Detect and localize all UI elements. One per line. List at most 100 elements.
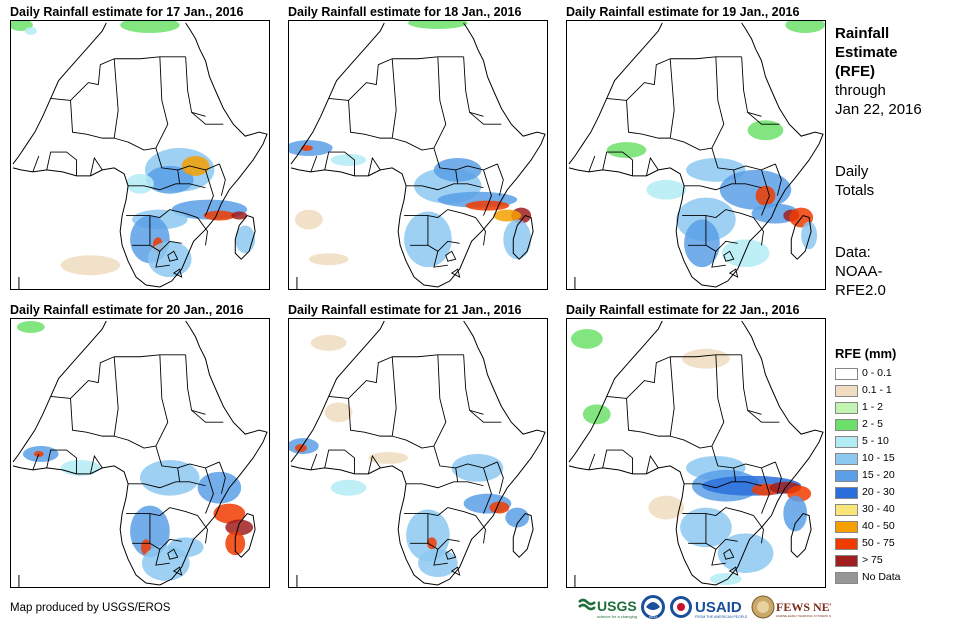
legend-label: 0 - 0.1	[862, 367, 892, 379]
country-border	[89, 156, 103, 176]
country-border	[774, 461, 782, 494]
rainfall-map	[10, 318, 270, 588]
country-border	[753, 217, 764, 246]
country-border	[433, 549, 448, 566]
legend-item: 0 - 0.1	[835, 366, 955, 382]
rainfall-area	[324, 402, 353, 423]
africa-map-svg	[11, 21, 268, 289]
rainfall-area	[493, 209, 522, 222]
usaid-logo: USAID FROM THE AMERICAN PEOPLE	[670, 596, 748, 619]
country-border	[328, 356, 393, 399]
rainfall-area	[330, 154, 367, 166]
country-border	[367, 156, 381, 176]
legend-swatch	[835, 572, 858, 584]
country-border	[433, 147, 498, 171]
legend-label: 0.1 - 1	[862, 384, 892, 396]
country-border	[463, 354, 484, 415]
country-border	[185, 354, 206, 415]
country-border	[475, 217, 486, 246]
legend-swatch	[835, 453, 858, 465]
legend-swatch	[835, 487, 858, 499]
madagascar-outline	[790, 214, 812, 260]
country-border	[733, 467, 737, 482]
rainfall-area	[646, 179, 687, 200]
sidebar-line: through	[835, 82, 886, 99]
panel-title: Daily Rainfall estimate for 18 Jan., 201…	[288, 5, 522, 19]
rainfall-area	[682, 348, 730, 369]
country-border	[645, 454, 659, 474]
rainfall-layer	[289, 334, 530, 578]
legend-item: 5 - 10	[835, 434, 955, 450]
country-border	[205, 467, 214, 514]
country-border	[711, 549, 726, 566]
country-border	[310, 453, 318, 471]
legend-swatch	[835, 368, 858, 380]
country-border	[483, 169, 492, 216]
madagascar-outline	[234, 214, 256, 260]
country-border	[445, 250, 457, 262]
country-border	[155, 251, 170, 268]
country-border	[218, 163, 226, 196]
country-border	[391, 58, 397, 139]
country-border	[32, 155, 40, 173]
country-border	[205, 169, 214, 216]
country-border	[167, 548, 179, 560]
country-border	[670, 435, 712, 449]
country-border	[445, 548, 457, 560]
map-panel-18jan: Daily Rainfall estimate for 18 Jan., 201…	[288, 4, 548, 290]
country-border	[324, 449, 355, 474]
country-border	[392, 354, 464, 358]
fews-net-logo: FEWS NET FAMINE EARLY WARNING SYSTEMS NE…	[751, 595, 831, 619]
sidebar-data-source: Data: NOAA- RFE2.0	[835, 243, 886, 300]
sidebar-line: Estimate	[835, 44, 898, 61]
logo-bar: USGS science for a changing world NOAA U…	[577, 594, 832, 620]
usaid-logo-text: USAID	[695, 599, 742, 616]
country-border	[155, 147, 220, 171]
country-border	[626, 398, 671, 437]
country-border	[70, 100, 115, 139]
rainfall-area	[24, 26, 37, 35]
rainfall-area	[721, 239, 770, 268]
usgs-logo-text: USGS	[597, 598, 637, 614]
country-border	[406, 481, 484, 489]
panel-title: Daily Rainfall estimate for 21 Jan., 201…	[288, 303, 522, 317]
country-border	[155, 549, 170, 566]
country-border	[684, 183, 762, 191]
rainfall-map	[288, 20, 548, 290]
country-border	[684, 481, 762, 489]
rainfall-area	[709, 573, 742, 585]
rainfall-area	[147, 241, 192, 278]
country-border	[197, 217, 208, 246]
rainfall-layer	[11, 21, 256, 278]
rainfall-area	[213, 503, 246, 524]
footer-credit: Map produced by USGS/EROS	[10, 602, 171, 614]
map-panel-21jan: Daily Rainfall estimate for 21 Jan., 201…	[288, 302, 548, 588]
country-border	[114, 435, 156, 449]
panel-title: Daily Rainfall estimate for 17 Jan., 201…	[10, 5, 244, 19]
country-border	[728, 268, 739, 278]
country-border	[670, 56, 742, 60]
country-border	[728, 566, 739, 576]
country-border	[711, 354, 725, 447]
rainfall-area	[783, 495, 808, 532]
africa-map-svg	[289, 320, 546, 587]
country-border	[747, 409, 780, 423]
country-border	[404, 507, 476, 516]
sidebar-line: (RFE)	[835, 63, 875, 80]
country-border	[588, 155, 596, 173]
sidebar-line: Totals	[835, 182, 875, 199]
country-border	[218, 461, 226, 494]
country-border	[741, 56, 762, 117]
country-border	[602, 151, 633, 176]
country-border	[711, 147, 776, 171]
legend-swatch	[835, 419, 858, 431]
legend-label: 10 - 15	[862, 452, 895, 464]
legend-label: 5 - 10	[862, 435, 889, 447]
country-border	[741, 354, 762, 415]
rainfall-layer	[570, 328, 812, 585]
legend-swatch	[835, 555, 858, 567]
country-border	[167, 250, 179, 262]
country-border	[733, 169, 737, 184]
legend-item: 20 - 30	[835, 485, 955, 501]
sidebar-line: Daily	[835, 163, 869, 180]
